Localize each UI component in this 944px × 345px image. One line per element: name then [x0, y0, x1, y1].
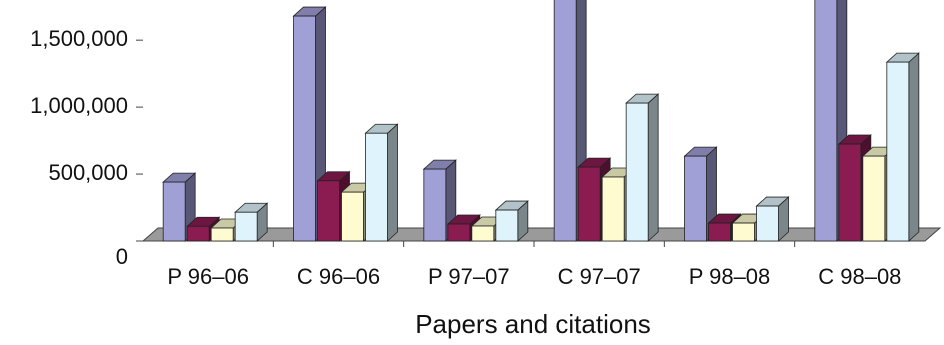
- bar-side: [387, 123, 398, 242]
- x-axis-title: Papers and citations: [415, 309, 651, 339]
- bar: [838, 143, 862, 242]
- bar: [162, 181, 186, 242]
- bar: [732, 222, 755, 242]
- bar: [756, 205, 779, 242]
- x-tick-label: P 96–06: [167, 264, 249, 289]
- y-tick-label: 1,000,000: [30, 93, 128, 118]
- bar: [708, 222, 731, 242]
- bar: [577, 166, 601, 242]
- bar: [684, 155, 707, 242]
- bar: [495, 209, 519, 242]
- x-tick-label: C 98–08: [818, 264, 901, 289]
- bar: [317, 180, 340, 242]
- bar: [862, 155, 886, 242]
- y-tick-label: 1,500,000: [30, 26, 128, 51]
- bar-side: [647, 93, 659, 242]
- x-tick-label: P 98–08: [689, 264, 771, 289]
- plot: [162, 0, 920, 242]
- bar: [365, 132, 388, 242]
- y-tick-label: 0: [116, 244, 128, 269]
- bar: [186, 225, 210, 242]
- bar: [625, 102, 649, 242]
- bar: [341, 191, 364, 242]
- bar: [234, 211, 258, 242]
- bar: [601, 176, 625, 242]
- bar: [210, 227, 234, 242]
- y-tick-label: 500,000: [48, 160, 128, 185]
- bar: [471, 225, 495, 242]
- x-tick-label: C 96–06: [297, 264, 380, 289]
- bar: [423, 168, 447, 242]
- bar: [814, 0, 838, 242]
- bar: [886, 61, 910, 242]
- bar: [447, 223, 471, 242]
- x-tick-label: P 97–07: [428, 264, 510, 289]
- bar: [553, 0, 577, 242]
- bar: [293, 15, 316, 242]
- x-tick-label: C 97–07: [558, 264, 641, 289]
- bar-side: [908, 52, 920, 242]
